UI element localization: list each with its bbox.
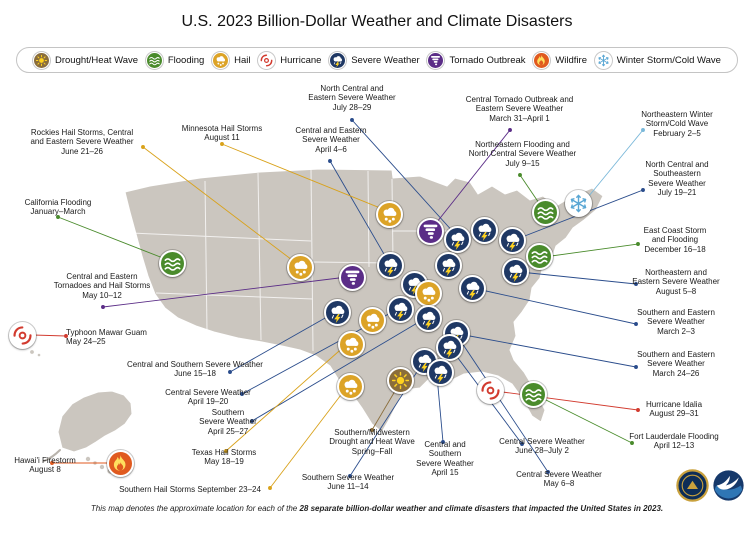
- legend-item-label: Drought/Heat Wave: [55, 54, 139, 66]
- legend-item-hail: Hail: [212, 51, 251, 69]
- disaster-label: Typhoon Mawar Guam May 24–25: [66, 328, 147, 347]
- footnote: This map denotes the approximate locatio…: [0, 504, 754, 513]
- guam-islands: [29, 349, 41, 357]
- disaster-label: Fort Lauderdale Flooding April 12–13: [629, 432, 719, 451]
- legend-item-label: Tornado Outbreak: [449, 54, 526, 66]
- disaster-label: Hawai'i Firestorm August 8: [14, 456, 76, 475]
- legend-item-winter-storm: Winter Storm/Cold Wave: [594, 51, 721, 69]
- hawaii-islands: [85, 456, 121, 477]
- disaster-label: Central Severe Weather May 6–8: [516, 470, 602, 489]
- disaster-label: Southern/Midwestern Drought and Heat Wav…: [329, 428, 415, 456]
- disaster-label: Rockies Hail Storms, Central and Eastern…: [30, 128, 134, 156]
- winter-storm-icon: [594, 51, 612, 69]
- legend-item-drought-heat-wave: Drought/Heat Wave: [33, 51, 139, 69]
- disaster-label: Southern and Eastern Severe Weather Marc…: [637, 308, 715, 336]
- legend-item-label: Hail: [234, 54, 251, 66]
- legend-item-hurricane: Hurricane: [258, 51, 322, 69]
- disaster-label: Central Severe Weather June 28–July 2: [499, 437, 585, 456]
- disaster-label: Southern and Eastern Severe Weather Marc…: [637, 350, 715, 378]
- disaster-label: Central and Southern Severe Weather June…: [127, 360, 263, 379]
- hurricane-icon: [258, 51, 276, 69]
- disaster-label: Central and Southern Severe Weather Apri…: [416, 440, 474, 478]
- legend-item-label: Hurricane: [280, 54, 322, 66]
- hail-icon: [212, 51, 230, 69]
- disaster-label: East Coast Storm and Flooding December 1…: [643, 226, 707, 254]
- legend-item-flooding: Flooding: [145, 51, 205, 69]
- disaster-label: Minnesota Hail Storms August 11: [181, 124, 263, 143]
- flooding-icon: [145, 51, 163, 69]
- footnote-prefix: This map denotes the approximate locatio…: [90, 504, 300, 513]
- legend-item-tornado-outbreak: Tornado Outbreak: [427, 51, 526, 69]
- legend-item-label: Winter Storm/Cold Wave: [616, 54, 721, 66]
- disaster-label: Texas Hail Storms May 18–19: [191, 448, 257, 467]
- disaster-label: Central Tornado Outbreak and Eastern Sev…: [465, 95, 574, 123]
- legend-item-label: Wildfire: [555, 54, 587, 66]
- disaster-label: Central Severe Weather April 19–20: [165, 388, 251, 407]
- severe-weather-icon: [329, 51, 347, 69]
- legend-item-wildfire: Wildfire: [533, 51, 587, 69]
- noaa-logo: [712, 469, 745, 502]
- alaska-inset: [43, 390, 133, 462]
- disaster-label: Central and Eastern Severe Weather April…: [295, 126, 367, 154]
- disaster-label: Hurricane Idalia August 29–31: [645, 400, 703, 419]
- disaster-label: Central and Eastern Tornadoes and Hail S…: [53, 272, 151, 300]
- tornado-outbreak-icon: [427, 51, 445, 69]
- footnote-bold: 28 separate billion-dollar weather and c…: [299, 504, 664, 513]
- disaster-label: Northeastern Flooding and North Central …: [468, 140, 577, 168]
- department-of-commerce-logo: [676, 469, 709, 502]
- disaster-label: Northeastern and Eastern Severe Weather …: [632, 268, 720, 296]
- page-title: U.S. 2023 Billion-Dollar Weather and Cli…: [181, 13, 573, 30]
- disaster-label: Northeastern Winter Storm/Cold Wave Febr…: [641, 110, 713, 138]
- disaster-label: California Flooding January–March: [24, 198, 92, 217]
- legend-item-label: Flooding: [167, 54, 205, 66]
- drought-heat-wave-icon: [33, 51, 50, 69]
- disaster-label: Southern Severe Weather June 11–14: [301, 473, 395, 492]
- disaster-label: North Central and Eastern Severe Weather…: [308, 84, 396, 112]
- disaster-label: Southern Hail Storms September 23–24: [119, 485, 261, 494]
- disaster-label: North Central and Southeastern Severe We…: [645, 160, 709, 198]
- legend: Drought/Heat Wave Flooding Hail Hurrican…: [16, 47, 738, 73]
- legend-item-severe-weather: Severe Weather: [329, 51, 420, 69]
- legend-item-label: Severe Weather: [351, 54, 420, 66]
- wildfire-icon: [533, 51, 551, 69]
- disaster-label: Southern Severe Weather April 25–27: [199, 408, 257, 436]
